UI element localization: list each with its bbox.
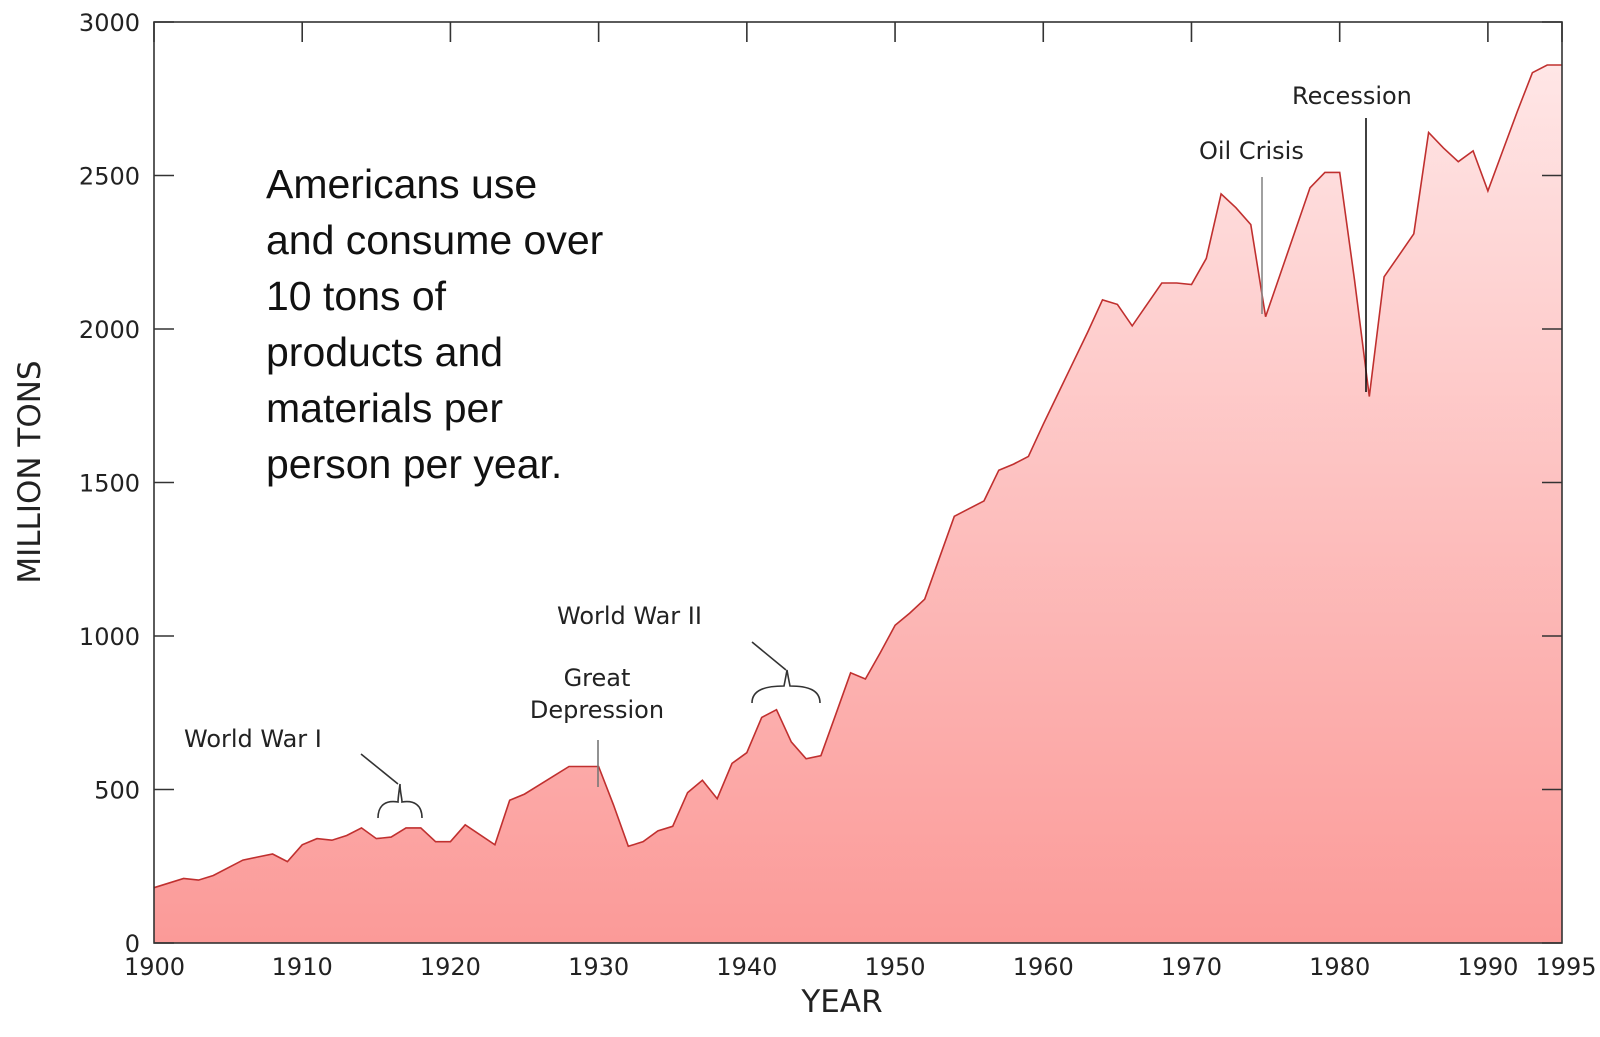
x-tick-label: 1920: [420, 953, 481, 981]
y-tick-label: 2500: [79, 163, 140, 191]
x-tick-label: 1990: [1457, 953, 1518, 981]
series-line: [153, 64, 1562, 889]
annotation-world-war-2: World War II: [557, 602, 702, 630]
y-tick-label: 1500: [79, 470, 140, 498]
x-tick-label: 1930: [568, 953, 629, 981]
annotation-oil-crisis: Oil Crisis: [1199, 137, 1304, 165]
x-tick-label: 1995: [1535, 953, 1596, 981]
world-war-2-pointer: [751, 641, 787, 671]
series-area: [154, 65, 1562, 943]
y-tick-label: 1000: [79, 623, 140, 651]
y-tick-label: 2000: [79, 316, 140, 344]
annotation-world-war-1: World War I: [184, 725, 322, 753]
y-tick-label: 500: [94, 777, 140, 805]
callout-text: Americans use and consume over 10 tons o…: [266, 161, 604, 487]
x-tick-label: 1980: [1309, 953, 1370, 981]
x-tick-label: 1900: [124, 953, 185, 981]
annotation-markers: [360, 118, 1367, 819]
x-tick-label: 1950: [865, 953, 926, 981]
annotation-recession: Recession: [1292, 82, 1412, 110]
annotation-great: Great: [564, 664, 631, 692]
x-axis-title: YEAR: [800, 984, 882, 1020]
y-axis-ticks: 0 500 1000 1500 2000 2500 3000: [79, 9, 1562, 958]
world-war-1-pointer: [360, 753, 399, 785]
y-tick-label: 3000: [79, 9, 140, 37]
x-tick-label: 1960: [1013, 953, 1074, 981]
x-tick-label: 1970: [1161, 953, 1222, 981]
y-tick-label: 0: [125, 930, 140, 958]
world-war-2-brace: [751, 669, 821, 704]
x-axis-ticks: 1900 1910 1920 1930 1940 1950 1960 1970 1980 1990…: [124, 22, 1597, 981]
x-tick-label: 1910: [272, 953, 333, 981]
annotation-depression: Depression: [530, 696, 664, 724]
y-axis-title: MILLION TONS: [12, 360, 48, 583]
world-war-1-brace: [377, 783, 423, 819]
x-tick-label: 1940: [716, 953, 777, 981]
